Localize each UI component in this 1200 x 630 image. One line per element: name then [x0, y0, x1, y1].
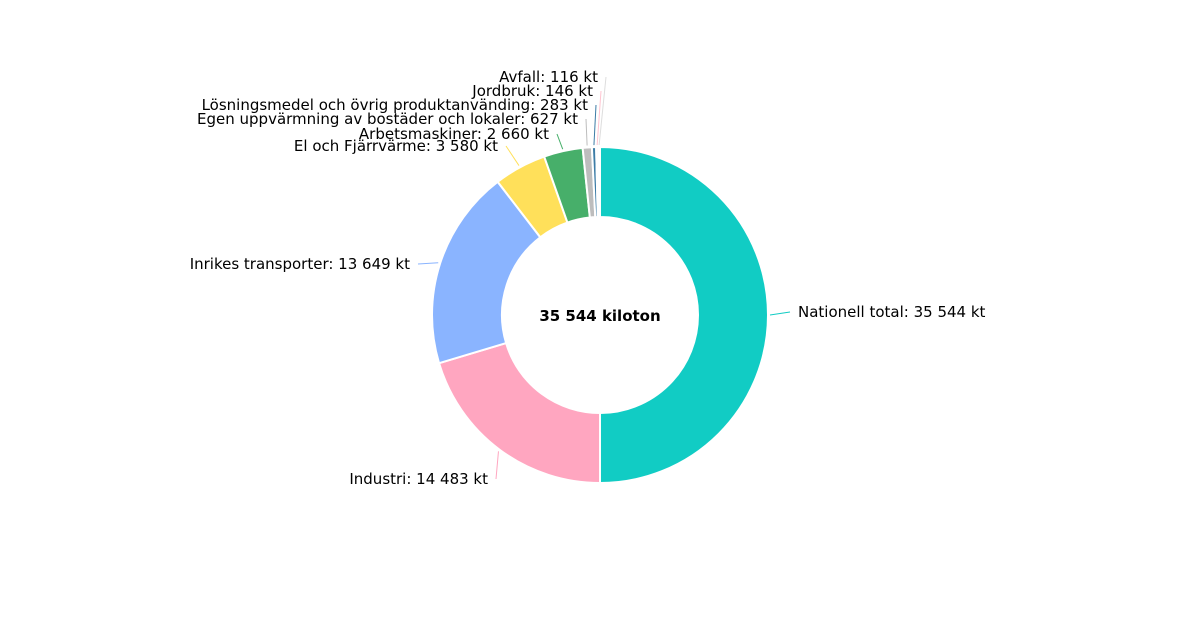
slice-label: Avfall: 116 kt	[499, 68, 598, 86]
slice-group	[431, 145, 769, 485]
donut-slice[interactable]	[597, 145, 601, 219]
connector-group	[417, 76, 791, 480]
slice-label: Industri: 14 483 kt	[349, 470, 488, 488]
slice-label: Arbetsmaskiner: 2 660 kt	[359, 125, 549, 143]
label-group: Nationell total: 35 544 kt Industri: 14 4…	[190, 68, 986, 488]
slice-connector-line	[556, 133, 564, 150]
center-total-label: 35 544 kiloton	[539, 307, 660, 325]
slice-connector-line	[598, 76, 607, 146]
slice-connector-line	[495, 451, 499, 480]
slice-label: Inrikes transporter: 13 649 kt	[190, 255, 410, 273]
slice-label: Egen uppvärmning av bostäder och lokaler…	[197, 110, 578, 128]
slice-connector-line	[585, 118, 588, 146]
slice-label: El och Fjärrvärme: 3 580 kt	[294, 137, 498, 155]
donut-slice[interactable]	[599, 145, 769, 485]
slice-connector-line	[505, 145, 520, 166]
slice-connector-line	[593, 104, 597, 146]
slice-connector-line	[417, 262, 439, 265]
donut-slice[interactable]	[437, 341, 601, 485]
slice-label: Jordbruk: 146 kt	[471, 82, 593, 100]
slice-connector-line	[769, 311, 791, 316]
slice-connector-line	[596, 90, 602, 146]
slice-label: Nationell total: 35 544 kt	[798, 303, 986, 321]
slice-label: Lösningsmedel och övrig produktanvänding…	[202, 96, 589, 114]
